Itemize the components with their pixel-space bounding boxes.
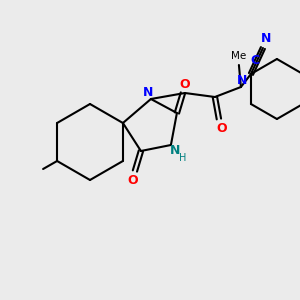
- Text: C: C: [250, 55, 260, 68]
- Text: N: N: [261, 32, 271, 46]
- Text: O: O: [128, 173, 138, 187]
- Text: O: O: [180, 77, 190, 91]
- Text: N: N: [170, 145, 180, 158]
- Text: N: N: [143, 86, 153, 100]
- Text: N: N: [237, 74, 247, 86]
- Text: H: H: [179, 153, 187, 163]
- Text: O: O: [217, 122, 227, 134]
- Text: Me: Me: [231, 51, 247, 61]
